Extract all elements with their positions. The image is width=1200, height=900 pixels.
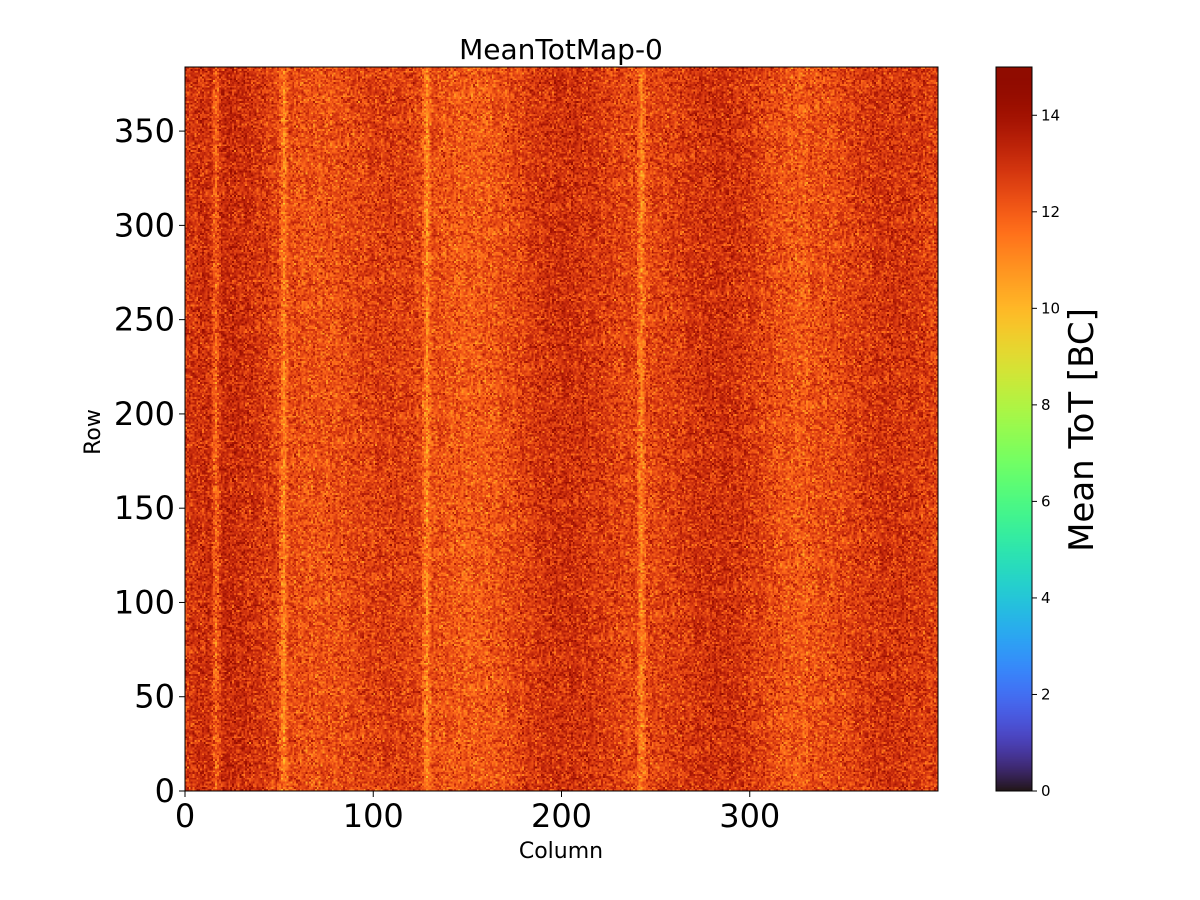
colorbar-tick-label: 10 (1041, 299, 1060, 317)
colorbar-tick-label: 8 (1041, 396, 1051, 414)
x-tick-label: 200 (531, 797, 592, 835)
y-tick-label: 150 (114, 489, 175, 527)
x-tick-label: 100 (343, 797, 404, 835)
y-tick-label: 50 (134, 678, 175, 716)
y-axis: 0 50 100 150 200 250 300 350 (114, 112, 185, 810)
y-tick-label: 350 (114, 112, 175, 150)
plot-frame (184, 66, 939, 792)
colorbar-tick-label: 6 (1041, 492, 1051, 510)
colorbar-label: Mean ToT [BC] (1062, 308, 1102, 552)
colorbar-tick-label: 4 (1041, 589, 1051, 607)
y-tick-label: 0 (155, 772, 175, 810)
y-tick-label: 300 (114, 206, 175, 244)
colorbar-frame (995, 66, 1033, 792)
x-axis-label: Column (519, 839, 603, 864)
chart-title: MeanTotMap-0 (459, 33, 663, 66)
y-axis-label: Row (81, 409, 106, 455)
colorbar-axis: 0 2 4 6 8 10 12 14 (1032, 106, 1060, 800)
colorbar-gradient (996, 67, 1032, 791)
x-tick-label: 300 (719, 797, 780, 835)
x-tick-label: 0 (175, 797, 195, 835)
y-tick-label: 100 (114, 583, 175, 621)
colorbar-tick-label: 12 (1041, 203, 1060, 221)
x-axis: 0 100 200 300 (175, 791, 780, 835)
heatmap-image (185, 67, 938, 791)
y-tick-label: 200 (114, 395, 175, 433)
colorbar-tick-label: 0 (1041, 782, 1051, 800)
colorbar-tick-label: 14 (1041, 106, 1060, 124)
y-tick-label: 250 (114, 301, 175, 339)
colorbar-tick-label: 2 (1041, 685, 1051, 703)
